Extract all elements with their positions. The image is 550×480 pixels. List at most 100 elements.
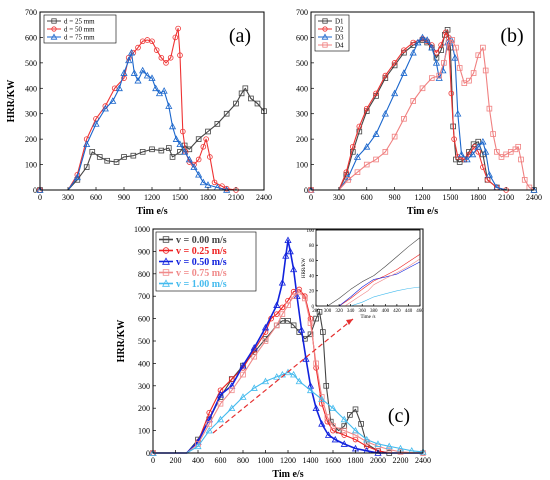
y-tick-label: 500 bbox=[25, 59, 37, 68]
data-point bbox=[290, 322, 297, 329]
y-tick-label: 800 bbox=[138, 270, 150, 279]
data-point bbox=[233, 100, 239, 107]
data-point bbox=[470, 70, 477, 76]
data-point bbox=[120, 69, 128, 76]
series-line bbox=[311, 29, 534, 191]
data-point bbox=[400, 69, 408, 76]
data-point bbox=[391, 133, 398, 140]
legend-label: v = 0.00 m/s bbox=[176, 235, 227, 246]
legend-entry: D2 bbox=[318, 26, 344, 34]
x-tick-label: 200 bbox=[170, 456, 182, 465]
series-line bbox=[153, 371, 424, 454]
data-point bbox=[345, 177, 351, 183]
x-axis-label: Tim e/s bbox=[407, 206, 438, 217]
y-tick-label: 40 bbox=[309, 274, 315, 279]
data-point bbox=[453, 44, 459, 51]
legend-entry: v = 0.00 m/s bbox=[159, 235, 227, 246]
x-tick-label: 2000 bbox=[370, 456, 386, 465]
x-tick-label: 1800 bbox=[348, 456, 364, 465]
series-line bbox=[153, 291, 424, 454]
data-point bbox=[228, 404, 236, 411]
data-point bbox=[296, 288, 303, 295]
y-tick-label: 700 bbox=[296, 8, 308, 17]
y-tick-label: 20 bbox=[309, 290, 315, 295]
data-point bbox=[284, 368, 292, 376]
y-tick-label: 300 bbox=[138, 382, 150, 391]
data-point bbox=[211, 179, 218, 186]
data-point bbox=[195, 136, 202, 142]
data-point bbox=[121, 154, 127, 160]
x-tick-label: 2200 bbox=[393, 456, 409, 465]
y-tick-label: 400 bbox=[296, 84, 308, 93]
x-tick-label: 1400 bbox=[303, 456, 319, 465]
data-point bbox=[428, 43, 436, 51]
legend-marker bbox=[322, 26, 328, 32]
data-point bbox=[104, 157, 111, 164]
x-tick-label: 2100 bbox=[228, 193, 244, 202]
data-point bbox=[139, 66, 147, 74]
legend-entry: v = 0.50 m/s bbox=[159, 257, 227, 268]
data-point bbox=[391, 60, 398, 66]
y-tick-label: 400 bbox=[25, 84, 37, 93]
data-point bbox=[418, 33, 427, 41]
y-tick-label: 200 bbox=[138, 404, 150, 413]
panel-label: (c) bbox=[388, 405, 410, 427]
data-point bbox=[307, 331, 314, 338]
series-line bbox=[327, 237, 421, 307]
x-tick-label: 2400 bbox=[256, 193, 272, 202]
y-tick-label: 0 bbox=[146, 449, 150, 458]
series-3 bbox=[338, 261, 421, 307]
data-point bbox=[180, 128, 186, 135]
data-point bbox=[521, 177, 528, 183]
x-tick-label: 280 bbox=[312, 309, 320, 314]
y-tick-label: 300 bbox=[296, 110, 308, 119]
data-point bbox=[351, 426, 360, 434]
data-point bbox=[240, 371, 246, 378]
data-point bbox=[158, 54, 165, 61]
y-tick-label: 60 bbox=[309, 259, 315, 264]
data-point bbox=[160, 87, 168, 94]
series-2 bbox=[308, 29, 534, 193]
data-point bbox=[130, 152, 137, 159]
data-point bbox=[195, 156, 202, 163]
data-point bbox=[456, 65, 463, 71]
data-point bbox=[482, 67, 489, 74]
data-point bbox=[238, 90, 245, 97]
panel-label: (b) bbox=[500, 25, 523, 47]
data-point bbox=[451, 136, 457, 142]
data-point bbox=[363, 105, 370, 112]
data-point bbox=[515, 143, 522, 150]
x-tick-label: 600 bbox=[361, 193, 373, 202]
data-point bbox=[239, 361, 247, 369]
y-tick-label: 600 bbox=[138, 315, 150, 324]
data-point bbox=[381, 109, 389, 117]
series-4 bbox=[344, 258, 421, 307]
data-point bbox=[273, 301, 281, 308]
y-tick-label: 500 bbox=[296, 59, 308, 68]
data-point bbox=[436, 72, 443, 79]
data-point bbox=[148, 74, 156, 81]
legend-marker bbox=[162, 236, 170, 243]
data-point bbox=[139, 149, 146, 155]
data-point bbox=[228, 387, 235, 394]
data-point bbox=[441, 60, 447, 66]
data-point bbox=[285, 318, 291, 324]
y-axis-label: HRR/KW bbox=[302, 258, 307, 278]
series-1 bbox=[327, 237, 421, 307]
legend-entry: v = 1.00 m/s bbox=[159, 279, 227, 290]
data-point bbox=[214, 121, 221, 127]
series-line bbox=[338, 261, 421, 307]
x-tick-label: 400 bbox=[382, 309, 390, 314]
data-point bbox=[293, 292, 301, 299]
data-point bbox=[273, 322, 280, 329]
data-point bbox=[250, 384, 258, 391]
data-point bbox=[307, 320, 314, 326]
x-tick-label: 2100 bbox=[498, 193, 514, 202]
y-tick-label: 0 bbox=[304, 186, 308, 195]
data-point bbox=[318, 420, 326, 427]
chart-panel-2: 0 300 600 900 1200 1500 1800 2100 2400 0 100 200 300… bbox=[296, 8, 542, 217]
legend-box bbox=[314, 14, 350, 52]
legend-marker bbox=[50, 33, 58, 40]
series-5 bbox=[350, 286, 421, 307]
data-point bbox=[318, 395, 326, 403]
